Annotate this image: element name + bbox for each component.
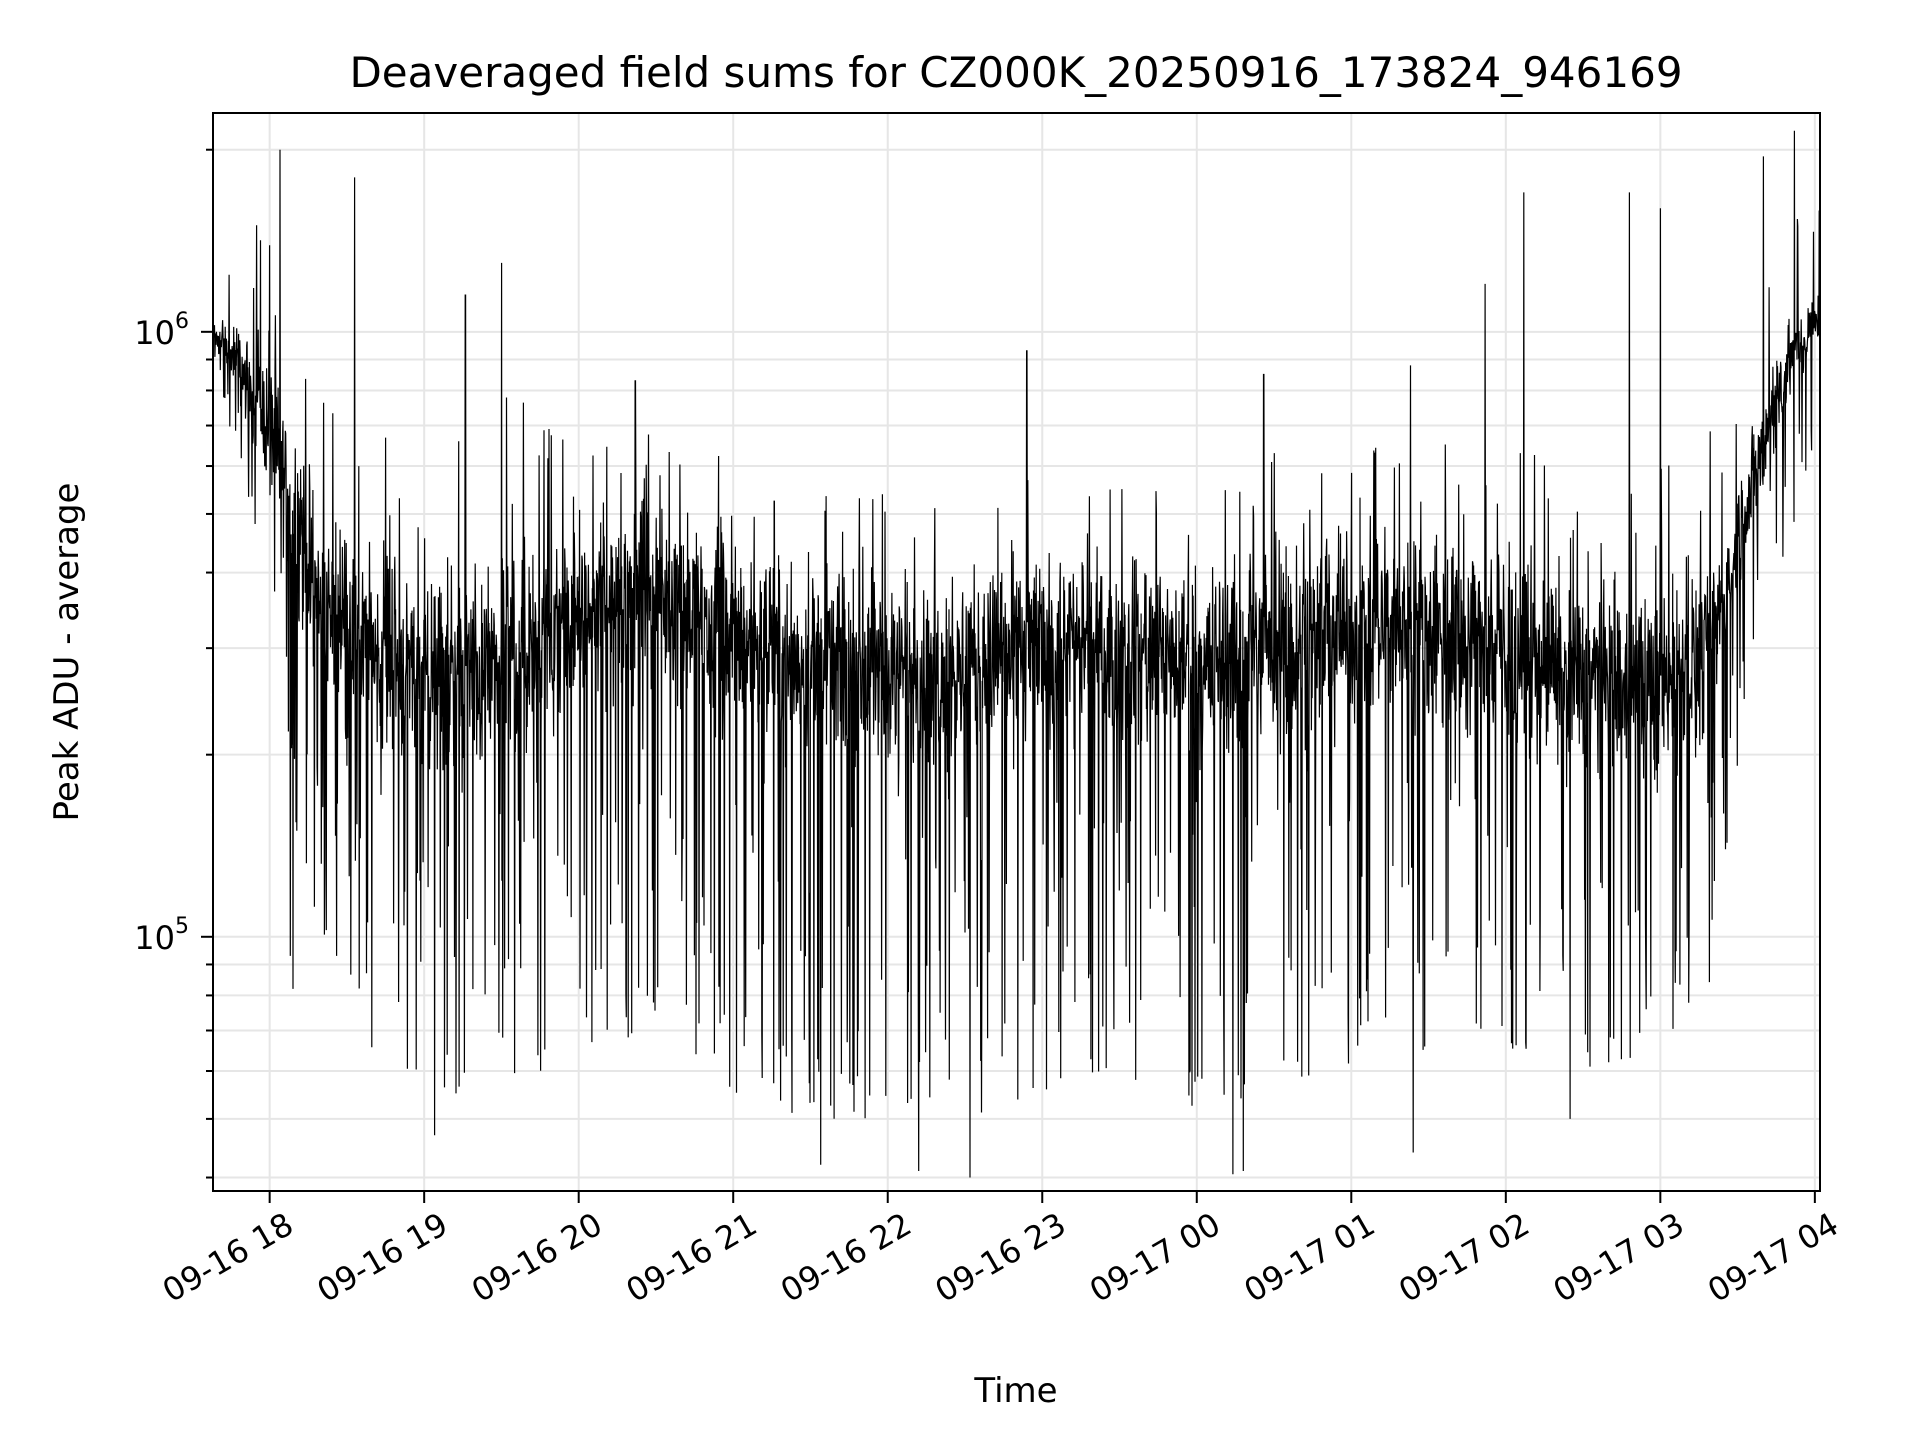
series-layer: [212, 130, 1821, 1178]
x-axis-label: Time: [973, 1371, 1057, 1411]
series-line: [212, 130, 1821, 1178]
y-tick-label: 106: [134, 309, 189, 352]
y-axis-label: Peak ADU - average: [47, 483, 87, 822]
grid: [213, 113, 1820, 1191]
plot-frame: [212, 112, 1821, 1192]
y-tick-label: 105: [134, 914, 189, 957]
chart-title: Deaveraged field sums for CZ000K_2025091…: [349, 48, 1682, 97]
y-axis: 105 106: [134, 148, 213, 1179]
